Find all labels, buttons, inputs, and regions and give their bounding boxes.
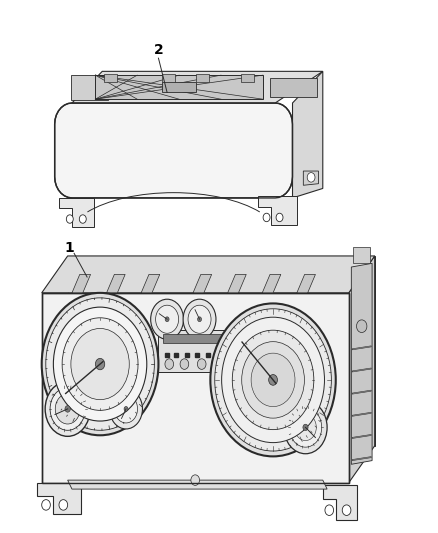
Polygon shape	[104, 74, 117, 83]
Polygon shape	[304, 171, 318, 185]
Circle shape	[79, 215, 86, 223]
Circle shape	[59, 499, 67, 510]
Polygon shape	[67, 480, 327, 489]
Circle shape	[215, 359, 223, 369]
Polygon shape	[352, 368, 371, 372]
Polygon shape	[42, 256, 374, 293]
Circle shape	[165, 317, 169, 321]
Polygon shape	[67, 256, 374, 446]
Circle shape	[357, 320, 367, 333]
Polygon shape	[297, 274, 315, 293]
Circle shape	[210, 303, 336, 456]
Circle shape	[45, 382, 90, 437]
Polygon shape	[352, 413, 371, 416]
Circle shape	[151, 299, 184, 340]
Circle shape	[46, 298, 154, 430]
Circle shape	[42, 293, 159, 435]
Circle shape	[180, 359, 189, 369]
Circle shape	[242, 342, 304, 418]
Polygon shape	[262, 274, 281, 293]
Circle shape	[303, 424, 308, 431]
Circle shape	[110, 389, 142, 429]
Circle shape	[215, 309, 332, 451]
Circle shape	[276, 213, 283, 222]
Circle shape	[222, 317, 325, 442]
Polygon shape	[71, 75, 108, 100]
Polygon shape	[141, 274, 160, 293]
Polygon shape	[352, 434, 371, 439]
Polygon shape	[162, 74, 175, 83]
Polygon shape	[352, 457, 371, 461]
Polygon shape	[352, 390, 371, 394]
Text: 2: 2	[154, 43, 163, 57]
Polygon shape	[241, 74, 254, 83]
Polygon shape	[72, 71, 323, 103]
Circle shape	[50, 387, 85, 430]
Polygon shape	[42, 293, 349, 483]
Circle shape	[165, 359, 173, 369]
Polygon shape	[293, 71, 323, 198]
Polygon shape	[106, 274, 125, 293]
Circle shape	[95, 358, 105, 370]
Circle shape	[191, 475, 200, 486]
Circle shape	[183, 299, 216, 340]
Text: 1: 1	[65, 241, 75, 255]
Circle shape	[325, 505, 334, 515]
Circle shape	[307, 173, 315, 182]
Circle shape	[198, 317, 201, 321]
Circle shape	[198, 359, 206, 369]
Circle shape	[289, 408, 321, 447]
Circle shape	[295, 414, 316, 441]
Polygon shape	[228, 274, 246, 293]
Polygon shape	[95, 75, 263, 99]
Polygon shape	[163, 334, 240, 343]
Polygon shape	[351, 263, 372, 464]
Polygon shape	[162, 83, 196, 92]
Polygon shape	[159, 330, 245, 372]
Circle shape	[342, 505, 351, 515]
Circle shape	[66, 215, 73, 223]
Circle shape	[188, 305, 211, 333]
Circle shape	[53, 307, 147, 421]
Circle shape	[155, 305, 179, 333]
Polygon shape	[323, 486, 357, 520]
Circle shape	[114, 395, 138, 423]
Circle shape	[55, 394, 80, 424]
Polygon shape	[72, 274, 91, 293]
Circle shape	[263, 213, 270, 222]
Circle shape	[65, 406, 71, 412]
Polygon shape	[196, 74, 209, 83]
Polygon shape	[258, 196, 297, 225]
Circle shape	[71, 328, 129, 400]
Polygon shape	[59, 198, 94, 227]
Circle shape	[268, 375, 277, 385]
Polygon shape	[193, 274, 212, 293]
Polygon shape	[352, 346, 371, 350]
Polygon shape	[55, 103, 293, 198]
Polygon shape	[37, 483, 81, 514]
Circle shape	[42, 499, 50, 510]
Circle shape	[251, 353, 295, 407]
Circle shape	[284, 401, 327, 454]
Polygon shape	[270, 78, 317, 96]
Circle shape	[62, 318, 138, 410]
Circle shape	[232, 330, 314, 430]
Polygon shape	[353, 247, 370, 263]
Circle shape	[124, 407, 128, 411]
Polygon shape	[349, 256, 374, 483]
